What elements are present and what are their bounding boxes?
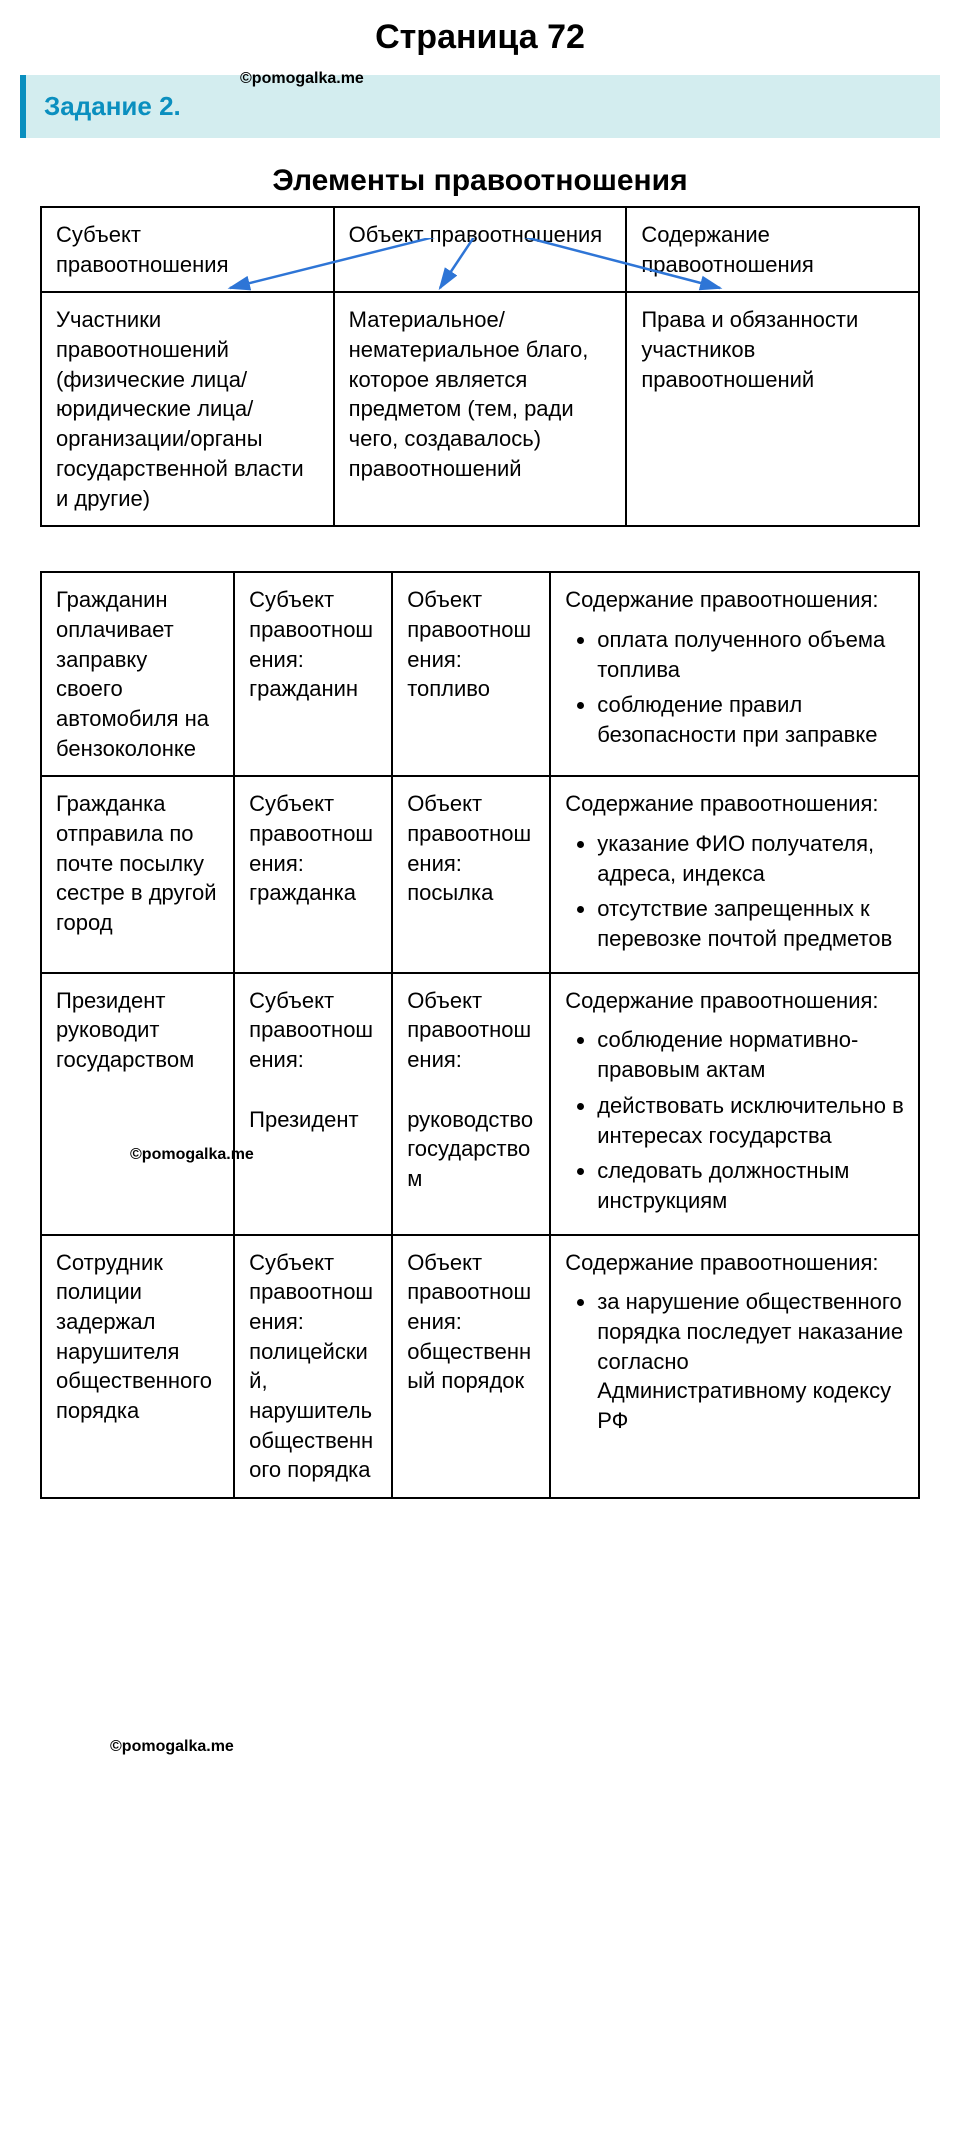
page-title: Страница 72 xyxy=(0,18,960,57)
definitions-header-cell: Содержание правоотношения xyxy=(626,207,919,292)
list-item: оплата полученного объема топлива xyxy=(597,625,904,684)
content-label: Содержание правоотношения: xyxy=(565,1248,904,1278)
content-cell: Содержание правоотношения: за нарушение о… xyxy=(550,1235,919,1499)
content-cell: Содержание правоотношения: указание ФИО п… xyxy=(550,776,919,972)
definitions-header-cell: Объект правоотношения xyxy=(334,207,627,292)
list-item: соблюдение нормативно-правовым актам xyxy=(597,1025,904,1084)
situation-cell: Гражданин оплачивает заправку своего авт… xyxy=(41,572,234,776)
table-row: Гражданка отправила по почте посылку сес… xyxy=(41,776,919,972)
list-item: за нарушение общественного порядка после… xyxy=(597,1287,904,1435)
task-header-bar: Задание 2. xyxy=(20,75,940,138)
object-cell: Объект правоотношения: руководство госуд… xyxy=(392,973,550,1235)
task-label: Задание 2. xyxy=(44,91,181,121)
definitions-body-cell: Материальное/нематериальное благо, котор… xyxy=(334,292,627,526)
content-cell: Содержание правоотношения: оплата получен… xyxy=(550,572,919,776)
subject-cell: Субъект правоотношения: гражданка xyxy=(234,776,392,972)
content-label: Содержание правоотношения: xyxy=(565,986,904,1016)
situation-cell: Сотрудник полиции задержал нарушителя об… xyxy=(41,1235,234,1499)
list-item: указание ФИО получателя, адреса, индекса xyxy=(597,829,904,888)
list-item: отсутствие запрещенных к перевозке почто… xyxy=(597,894,904,953)
content-label: Содержание правоотношения: xyxy=(565,789,904,819)
subject-cell: Субъект правоотношения: полицейский, нар… xyxy=(234,1235,392,1499)
watermark-top: ©pomogalka.me xyxy=(240,70,364,88)
table-row: Президент руководит государствомСубъект … xyxy=(41,973,919,1235)
situation-cell: Президент руководит государством xyxy=(41,973,234,1235)
definitions-header-cell: Субъект правоотношения xyxy=(41,207,334,292)
content-bullets: оплата полученного объема топлива соблюде… xyxy=(565,625,904,750)
examples-table: Гражданин оплачивает заправку своего авт… xyxy=(40,571,920,1499)
content-cell: Содержание правоотношения: соблюдение нор… xyxy=(550,973,919,1235)
watermark-bottom: ©pomogalka.me xyxy=(110,1738,234,1756)
list-item: соблюдение правил безопасности при запра… xyxy=(597,690,904,749)
content-label: Содержание правоотношения: xyxy=(565,585,904,615)
watermark-mid: ©pomogalka.me xyxy=(130,1146,254,1164)
table-row: Сотрудник полиции задержал нарушителя об… xyxy=(41,1235,919,1499)
content-bullets: за нарушение общественного порядка после… xyxy=(565,1287,904,1435)
list-item: действовать исключительно в интересах го… xyxy=(597,1091,904,1150)
section-subtitle: Элементы правоотношения xyxy=(0,164,960,198)
list-item: следовать должностным инструкциям xyxy=(597,1156,904,1215)
object-cell: Объект правоотношения: топливо xyxy=(392,572,550,776)
definitions-body-cell: Права и обязанности участников правоотно… xyxy=(626,292,919,526)
definitions-body-cell: Участники правоотношений (физические лиц… xyxy=(41,292,334,526)
subject-cell: Субъект правоотношения: Президент xyxy=(234,973,392,1235)
situation-cell: Гражданка отправила по почте посылку сес… xyxy=(41,776,234,972)
definitions-table: Субъект правоотношенияОбъект правоотноше… xyxy=(40,206,920,527)
content-bullets: соблюдение нормативно-правовым актам дейс… xyxy=(565,1025,904,1215)
object-cell: Объект правоотношения: общественный поря… xyxy=(392,1235,550,1499)
content-bullets: указание ФИО получателя, адреса, индекса… xyxy=(565,829,904,954)
object-cell: Объект правоотношения: посылка xyxy=(392,776,550,972)
subject-cell: Субъект правоотношения: гражданин xyxy=(234,572,392,776)
table-row: Гражданин оплачивает заправку своего авт… xyxy=(41,572,919,776)
